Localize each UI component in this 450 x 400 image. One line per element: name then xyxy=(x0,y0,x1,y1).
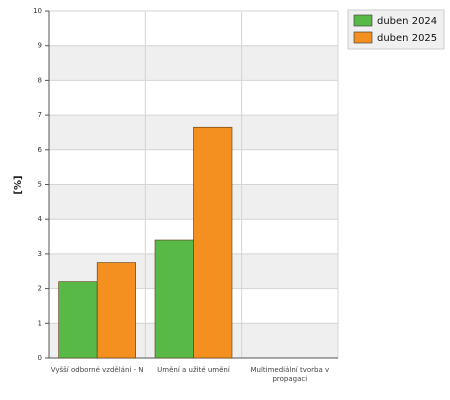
y-axis-label: [%] xyxy=(13,175,24,194)
y-tick-label: 5 xyxy=(38,181,42,189)
grid-band xyxy=(49,45,338,81)
y-tick-label: 6 xyxy=(38,146,43,154)
legend-label: duben 2025 xyxy=(377,33,437,44)
y-tick-label: 8 xyxy=(38,76,42,84)
y-tick-label: 0 xyxy=(38,354,42,362)
y-tick-label: 7 xyxy=(38,111,42,119)
bar xyxy=(58,281,98,359)
bar xyxy=(154,239,194,359)
y-tick-label: 10 xyxy=(33,7,42,15)
y-tick-label: 9 xyxy=(38,42,42,50)
x-tick-label: Umění a užité umění xyxy=(157,366,230,374)
legend-swatch xyxy=(353,14,373,27)
y-tick-label: 4 xyxy=(38,215,43,223)
legend-swatch xyxy=(353,31,373,44)
x-tick-label: Multimediální tvorba v propagaci xyxy=(250,366,330,383)
x-tick-label: Vyšší odborné vzdělání - N xyxy=(50,366,144,374)
y-tick-label: 3 xyxy=(38,250,42,258)
bar xyxy=(193,126,233,359)
legend-label: duben 2024 xyxy=(377,16,437,27)
y-tick-label: 2 xyxy=(38,285,42,293)
y-tick-label: 1 xyxy=(38,319,42,327)
bar xyxy=(96,262,136,359)
